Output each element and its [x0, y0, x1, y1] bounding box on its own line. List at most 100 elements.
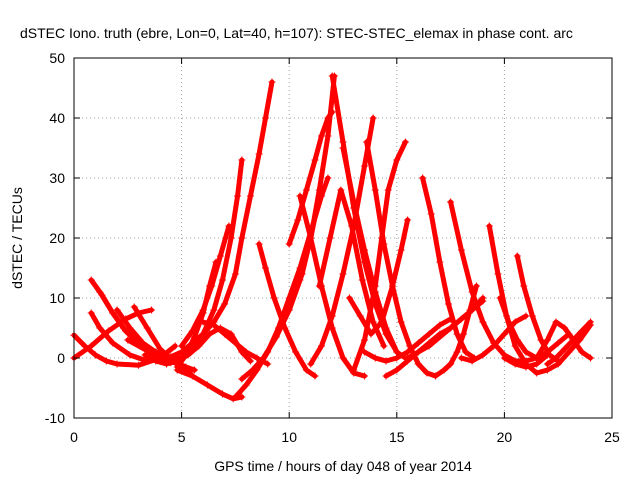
data-point	[221, 300, 229, 308]
data-point	[231, 393, 239, 401]
series-arc	[500, 351, 551, 371]
data-point	[139, 339, 147, 347]
data-point	[317, 132, 325, 140]
data-point	[339, 138, 347, 146]
data-point	[543, 360, 551, 368]
data-point	[264, 360, 272, 368]
data-point	[238, 234, 246, 242]
series-arc	[457, 312, 530, 365]
data-point	[414, 360, 422, 368]
series-line	[544, 319, 593, 367]
data-point	[242, 381, 250, 389]
data-point	[397, 318, 405, 326]
data-point	[191, 366, 199, 374]
data-point	[427, 210, 435, 218]
data-point	[199, 309, 207, 317]
data-point	[436, 321, 444, 329]
data-point	[369, 114, 377, 122]
data-point	[221, 330, 229, 338]
data-point	[218, 390, 226, 398]
data-point	[307, 234, 315, 242]
x-axis-label: GPS time / hours of day 048 of year 2014	[214, 458, 472, 474]
axis-ticks: 0 5 10 15 20 25 -10 0 10 20 30 40 50	[45, 50, 620, 445]
data-point	[468, 288, 476, 296]
data-point	[231, 270, 239, 278]
data-point	[307, 360, 315, 368]
data-point	[369, 318, 377, 326]
data-point	[393, 156, 401, 164]
data-point	[522, 363, 530, 371]
data-point	[425, 330, 433, 338]
data-point	[173, 366, 181, 374]
x-tick-label: 25	[604, 429, 620, 445]
data-point	[543, 366, 551, 374]
series-arc	[404, 294, 487, 362]
data-point	[367, 330, 375, 338]
data-point	[569, 336, 577, 344]
data-point	[423, 369, 431, 377]
data-point	[578, 327, 586, 335]
data-point	[453, 330, 461, 338]
data-point	[328, 108, 336, 116]
data-point	[511, 360, 519, 368]
data-point	[143, 324, 151, 332]
data-point	[238, 156, 246, 164]
data-point	[361, 246, 369, 254]
data-point	[113, 306, 121, 314]
data-point	[543, 351, 551, 359]
data-point	[296, 276, 304, 284]
data-point	[167, 359, 175, 367]
data-point	[576, 336, 584, 344]
data-point	[328, 72, 336, 80]
data-point	[302, 366, 310, 374]
data-point	[96, 324, 104, 332]
data-point	[479, 351, 487, 359]
data-point	[96, 288, 104, 296]
data-point	[188, 372, 196, 380]
data-point	[460, 330, 468, 338]
data-point	[479, 294, 487, 302]
data-point	[380, 342, 388, 350]
data-point	[462, 348, 470, 356]
data-point	[361, 336, 369, 344]
data-point	[350, 366, 358, 374]
series-line	[340, 145, 400, 355]
data-point	[182, 351, 190, 359]
data-point	[378, 318, 386, 326]
data-point	[393, 354, 401, 362]
data-point	[255, 150, 263, 158]
data-point	[339, 144, 347, 152]
data-point	[339, 354, 347, 362]
data-point	[92, 351, 100, 359]
data-point	[124, 336, 132, 344]
data-point	[156, 345, 164, 353]
data-point	[272, 333, 280, 341]
data-point	[156, 357, 164, 365]
data-point	[206, 330, 214, 338]
data-point	[326, 234, 334, 242]
y-tick-label: 30	[49, 170, 65, 186]
data-point	[104, 327, 112, 335]
data-point	[561, 324, 569, 332]
data-point	[520, 282, 528, 290]
data-point	[554, 339, 562, 347]
data-point	[253, 354, 261, 362]
data-point	[350, 198, 358, 206]
data-point	[242, 348, 250, 356]
data-point	[210, 306, 218, 314]
data-point	[238, 393, 246, 401]
data-point	[505, 318, 513, 326]
data-point	[249, 366, 257, 374]
data-point	[384, 186, 392, 194]
data-point	[296, 192, 304, 200]
data-point	[212, 258, 220, 266]
data-point	[324, 114, 332, 122]
data-point	[227, 234, 235, 242]
data-point	[145, 351, 153, 359]
data-point	[382, 372, 390, 380]
data-point	[578, 348, 586, 356]
y-tick-label: 0	[57, 350, 65, 366]
data-point	[419, 174, 427, 182]
data-point	[345, 294, 353, 302]
data-point	[216, 252, 224, 260]
